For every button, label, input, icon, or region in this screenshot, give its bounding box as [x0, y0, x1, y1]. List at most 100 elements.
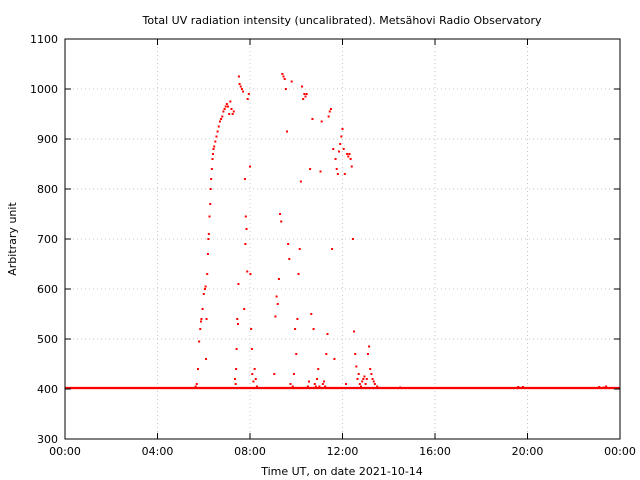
data-point	[329, 108, 332, 110]
data-point	[351, 238, 354, 240]
data-point	[194, 385, 197, 388]
y-axis-title: Arbitrary unit	[6, 202, 19, 276]
data-point	[356, 378, 359, 380]
data-point	[399, 386, 402, 389]
data-point	[273, 373, 276, 375]
data-point	[258, 387, 261, 389]
data-point	[265, 387, 268, 389]
data-point	[220, 118, 223, 120]
data-point	[283, 78, 286, 80]
data-point	[246, 270, 249, 273]
data-point	[317, 368, 320, 370]
data-point	[254, 378, 257, 380]
data-point	[255, 385, 258, 388]
data-point	[598, 386, 601, 388]
data-point	[320, 120, 323, 123]
data-point	[306, 385, 309, 388]
data-point	[267, 387, 270, 389]
data-point	[373, 383, 376, 385]
data-point	[210, 178, 213, 180]
data-point	[321, 383, 324, 385]
data-point	[239, 85, 242, 88]
data-point	[348, 153, 351, 155]
data-point	[235, 348, 238, 350]
data-point	[336, 173, 339, 175]
data-point	[223, 108, 226, 110]
data-point	[312, 328, 315, 330]
x-axis-ticks: 00:00 04:00 08:00 12:00 16:00 20:00 00:00	[49, 39, 636, 458]
data-point	[314, 385, 317, 388]
data-point	[249, 273, 252, 275]
y-axis-ticks: 300 400 500 600 700 800 900 1000 1100	[30, 33, 620, 446]
data-point	[310, 313, 313, 315]
grid-lines	[65, 39, 620, 439]
data-point	[343, 173, 346, 175]
y-tick-label: 500	[37, 333, 58, 346]
data-point	[302, 98, 305, 100]
data-point	[209, 203, 212, 205]
data-point	[347, 155, 350, 158]
data-point	[274, 315, 277, 318]
data-point	[276, 303, 279, 305]
data-point	[240, 88, 243, 90]
data-point	[602, 386, 605, 389]
data-point	[199, 328, 202, 330]
data-point	[328, 110, 331, 113]
data-point	[363, 375, 366, 378]
data-point	[294, 328, 297, 330]
data-point	[208, 215, 211, 218]
data-point	[378, 387, 381, 389]
data-point	[313, 383, 316, 385]
data-point	[372, 380, 375, 383]
data-point	[344, 383, 347, 385]
data-point	[207, 238, 210, 240]
data-point	[246, 98, 249, 100]
x-tick-label: 20:00	[512, 445, 544, 458]
x-tick-label: 00:00	[604, 445, 636, 458]
data-point	[216, 130, 219, 133]
data-point	[304, 95, 307, 98]
data-point	[364, 383, 367, 385]
data-point	[244, 215, 247, 218]
data-point	[339, 143, 342, 145]
data-point	[209, 188, 212, 190]
data-point	[353, 330, 356, 333]
data-point	[380, 387, 383, 389]
data-point	[235, 368, 238, 370]
data-point	[210, 168, 213, 170]
data-point	[301, 85, 304, 88]
data-point	[365, 378, 368, 380]
data-point	[195, 383, 198, 385]
data-point	[244, 243, 247, 245]
data-point	[376, 385, 379, 388]
data-point	[205, 318, 208, 320]
data-point	[249, 165, 251, 168]
data-point	[324, 385, 327, 388]
data-point	[236, 323, 239, 325]
x-axis-title: Time UT, on date 2021-10-14	[260, 465, 423, 478]
data-point	[334, 158, 337, 160]
data-point	[370, 373, 373, 375]
data-point	[307, 380, 310, 383]
data-point	[207, 233, 210, 235]
data-point	[221, 115, 224, 118]
data-point	[201, 308, 204, 310]
data-point	[206, 253, 209, 255]
y-tick-label: 1000	[30, 83, 58, 96]
x-tick-label: 00:00	[49, 445, 81, 458]
data-point	[305, 93, 308, 95]
data-point	[369, 368, 372, 370]
data-point	[229, 100, 232, 103]
data-point	[202, 293, 205, 295]
data-point	[316, 378, 319, 380]
data-point	[605, 385, 608, 388]
data-point	[284, 88, 287, 90]
data-point	[299, 180, 302, 183]
data-point	[360, 385, 362, 388]
data-point	[250, 328, 253, 330]
data-point	[521, 386, 524, 388]
x-tick-label: 12:00	[327, 445, 359, 458]
data-point	[198, 340, 201, 343]
data-point	[236, 318, 239, 320]
